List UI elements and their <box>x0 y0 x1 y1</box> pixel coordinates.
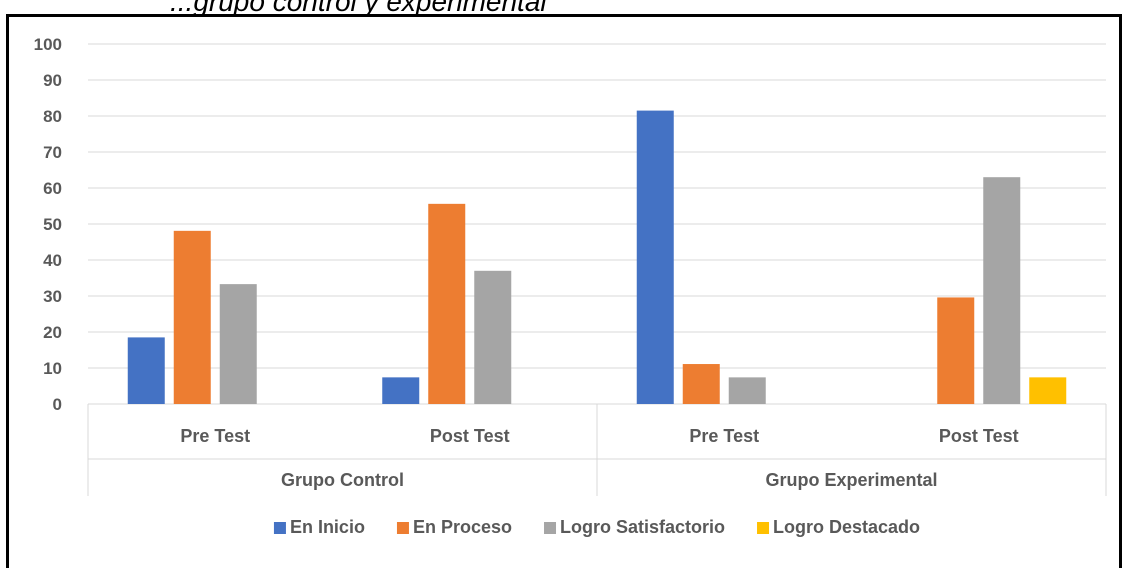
bar <box>682 364 720 404</box>
bar <box>173 230 211 404</box>
y-tick-label: 40 <box>43 251 62 270</box>
bar <box>636 110 674 404</box>
y-tick-label: 10 <box>43 359 62 378</box>
y-tick-label: 70 <box>43 143 62 162</box>
figure-caption: ...grupo control y experimental <box>170 0 547 16</box>
x-tick-label: Post Test <box>939 426 1019 446</box>
bar <box>983 177 1021 404</box>
y-tick-label: 20 <box>43 323 62 342</box>
y-tick-label: 60 <box>43 179 62 198</box>
legend-label: En Proceso <box>413 517 512 537</box>
bar <box>428 203 466 404</box>
bar <box>937 297 975 404</box>
legend-swatch <box>396 522 409 534</box>
y-tick-label: 80 <box>43 107 62 126</box>
legend-label: Logro Satisfactorio <box>560 517 725 537</box>
x-tick-label: Pre Test <box>180 426 250 446</box>
y-tick-label: 50 <box>43 215 62 234</box>
y-tick-label: 100 <box>34 35 62 54</box>
legend-label: Logro Destacado <box>773 517 920 537</box>
y-tick-label: 0 <box>53 395 62 414</box>
y-tick-label: 30 <box>43 287 62 306</box>
y-tick-label: 90 <box>43 71 62 90</box>
legend-swatch <box>273 522 286 534</box>
bar <box>127 337 165 404</box>
legend-label: En Inicio <box>290 517 365 537</box>
bar <box>382 377 420 404</box>
x-tick-label: Pre Test <box>689 426 759 446</box>
bar <box>1029 377 1067 404</box>
bar <box>219 284 257 404</box>
group-label: Grupo Experimental <box>765 470 937 490</box>
bar <box>474 270 512 404</box>
bar <box>728 377 766 404</box>
legend-swatch <box>544 522 557 534</box>
legend-swatch <box>757 522 770 534</box>
x-tick-label: Post Test <box>430 426 510 446</box>
group-label: Grupo Control <box>281 470 404 490</box>
